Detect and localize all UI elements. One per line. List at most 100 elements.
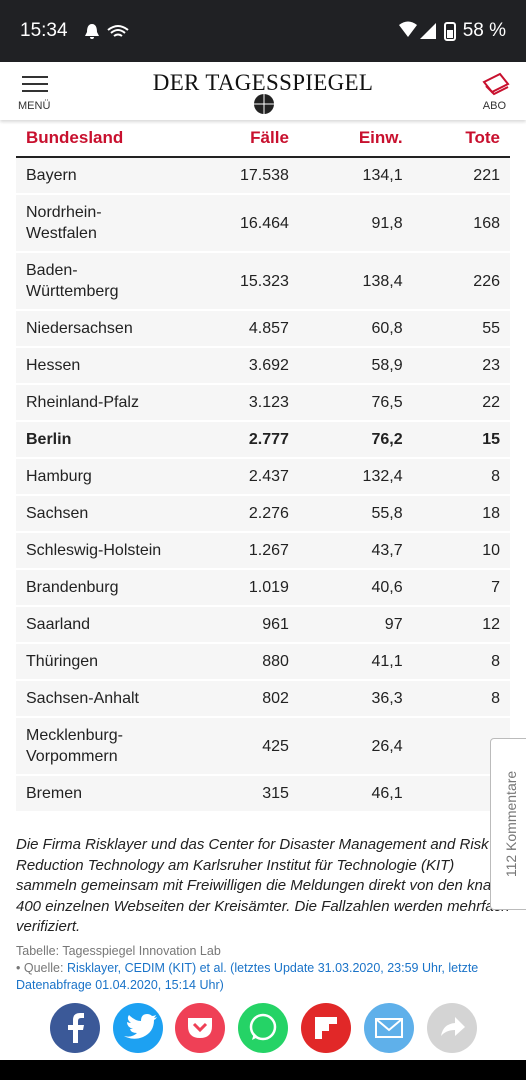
logo-globe xyxy=(254,94,274,114)
cell-value: 880 xyxy=(176,643,299,681)
table-row: Baden-Württemberg 15.323 138,4 226 xyxy=(16,252,510,311)
cell-value: 18 xyxy=(412,495,510,533)
cell-value: 2.437 xyxy=(176,458,299,496)
share-pocket[interactable] xyxy=(175,1003,225,1053)
cell-value: 97 xyxy=(298,606,413,644)
logo[interactable]: DER TAGESSPIEGEL xyxy=(152,70,374,95)
share-whatsapp[interactable] xyxy=(238,1003,288,1053)
cell-value: 425 xyxy=(176,717,299,776)
table-row: Mecklenburg-Vorpommern 425 26,4 xyxy=(16,717,510,776)
state-name: Rheinland-Pfalz xyxy=(16,384,176,422)
table-row: Nordrhein-Westfalen 16.464 91,8 168 xyxy=(16,194,510,253)
cell-value: 134,1 xyxy=(298,157,413,195)
cell-value: 10 xyxy=(412,532,510,570)
source: Tabelle: Tagesspiegel Innovation Lab • Q… xyxy=(16,943,510,994)
menu-label[interactable]: MENÜ xyxy=(18,100,51,112)
cell-value: 22 xyxy=(412,384,510,422)
status-icons xyxy=(85,24,129,39)
source-label: Quelle: xyxy=(23,961,64,975)
share-bar xyxy=(0,1000,526,1060)
cell-value: 3.123 xyxy=(176,384,299,422)
state-name: Nordrhein-Westfalen xyxy=(16,194,176,253)
table-row: Saarland 961 97 12 xyxy=(16,606,510,644)
cell-value: 41,1 xyxy=(298,643,413,681)
cell-value: 138,4 xyxy=(298,252,413,311)
cell-value: 26,4 xyxy=(298,717,413,776)
signal-icons xyxy=(399,21,456,41)
table-row: Bremen 315 46,1 xyxy=(16,775,510,813)
cell-value: 8 xyxy=(412,458,510,496)
table-row: Thüringen 880 41,1 8 xyxy=(16,643,510,681)
table-note: Die Firma Risklayer und das Center for D… xyxy=(16,836,510,935)
nav-bar xyxy=(0,1060,526,1080)
source-line: • Quelle: Risklayer, CEDIM (KIT) et al. … xyxy=(16,961,479,992)
table-row: Berlin 2.777 76,2 15 xyxy=(16,421,510,459)
abo-label[interactable]: ABO xyxy=(482,100,506,112)
state-name: Sachsen xyxy=(16,495,176,533)
abo-icon[interactable] xyxy=(482,72,510,96)
cases-table: Bundesland Fälle Einw. Tote Bayern 17.538 134… xyxy=(16,121,510,813)
state-name: Berlin xyxy=(16,421,176,459)
state-name: Thüringen xyxy=(16,643,176,681)
cell-value: 961 xyxy=(176,606,299,644)
share-twitter[interactable] xyxy=(113,1003,163,1053)
cell-value: 76,5 xyxy=(298,384,413,422)
cell-value: 15.323 xyxy=(176,252,299,311)
cell-value: 3.692 xyxy=(176,347,299,385)
state-name: Saarland xyxy=(16,606,176,644)
table-row: Niedersachsen 4.857 60,8 55 xyxy=(16,310,510,348)
column-header: Bundesland xyxy=(16,121,176,158)
table-row: Bayern 17.538 134,1 221 xyxy=(16,157,510,195)
share-more[interactable] xyxy=(427,1003,477,1053)
state-name: Bremen xyxy=(16,775,176,813)
battery-level: 58 % xyxy=(462,20,506,41)
state-name: Niedersachsen xyxy=(16,310,176,348)
table-row: Sachsen 2.276 55,8 18 xyxy=(16,495,510,533)
share-icons xyxy=(50,1003,477,1053)
table-row: Rheinland-Pfalz 3.123 76,5 22 xyxy=(16,384,510,422)
cell-value: 40,6 xyxy=(298,569,413,607)
site-header: MENÜ DER TAGESSPIEGEL ABO xyxy=(0,62,526,120)
menu-icon[interactable] xyxy=(22,74,50,94)
table-row: Hessen 3.692 58,9 23 xyxy=(16,347,510,385)
table-row: Sachsen-Anhalt 802 36,3 8 xyxy=(16,680,510,718)
state-name: Brandenburg xyxy=(16,569,176,607)
comments-tab[interactable]: 112 Kommentare xyxy=(490,738,526,910)
clock: 15:34 xyxy=(20,20,68,41)
cell-value: 221 xyxy=(412,157,510,195)
cell-value: 1.267 xyxy=(176,532,299,570)
comments-label[interactable]: 112 Kommentare xyxy=(503,770,519,878)
state-name: Sachsen-Anhalt xyxy=(16,680,176,718)
state-name: Hamburg xyxy=(16,458,176,496)
cell-value: 46,1 xyxy=(298,775,413,813)
share-facebook[interactable] xyxy=(50,1003,100,1053)
cell-value: 15 xyxy=(412,421,510,459)
cell-value: 23 xyxy=(412,347,510,385)
state-name: Baden-Württemberg xyxy=(16,252,176,311)
cell-value: 7 xyxy=(412,569,510,607)
cell-value: 91,8 xyxy=(298,194,413,253)
table-credit: Tabelle: Tagesspiegel Innovation Lab xyxy=(16,944,221,958)
state-name: Bayern xyxy=(16,157,176,195)
column-header: Tote xyxy=(412,121,510,158)
share-flipboard[interactable] xyxy=(301,1003,351,1053)
cell-value: 36,3 xyxy=(298,680,413,718)
cell-value: 76,2 xyxy=(298,421,413,459)
cell-value: 802 xyxy=(176,680,299,718)
cell-value: 55,8 xyxy=(298,495,413,533)
cell-value: 8 xyxy=(412,680,510,718)
cell-value: 8 xyxy=(412,643,510,681)
state-name: Mecklenburg-Vorpommern xyxy=(16,717,176,776)
table-row: Schleswig-Holstein 1.267 43,7 10 xyxy=(16,532,510,570)
source-link[interactable]: Risklayer, CEDIM (KIT) et al. (letztes U… xyxy=(16,961,479,992)
cell-value: 2.777 xyxy=(176,421,299,459)
state-name: Hessen xyxy=(16,347,176,385)
table-body: Bayern 17.538 134,1 221 Nordrhein-Westfalen 1… xyxy=(16,157,510,813)
table-row: Hamburg 2.437 132,4 8 xyxy=(16,458,510,496)
share-mail[interactable] xyxy=(364,1003,414,1053)
cell-value: 132,4 xyxy=(298,458,413,496)
cell-value: 2.276 xyxy=(176,495,299,533)
cell-value: 58,9 xyxy=(298,347,413,385)
state-name: Schleswig-Holstein xyxy=(16,532,176,570)
table-header: Bundesland Fälle Einw. Tote xyxy=(16,121,510,158)
